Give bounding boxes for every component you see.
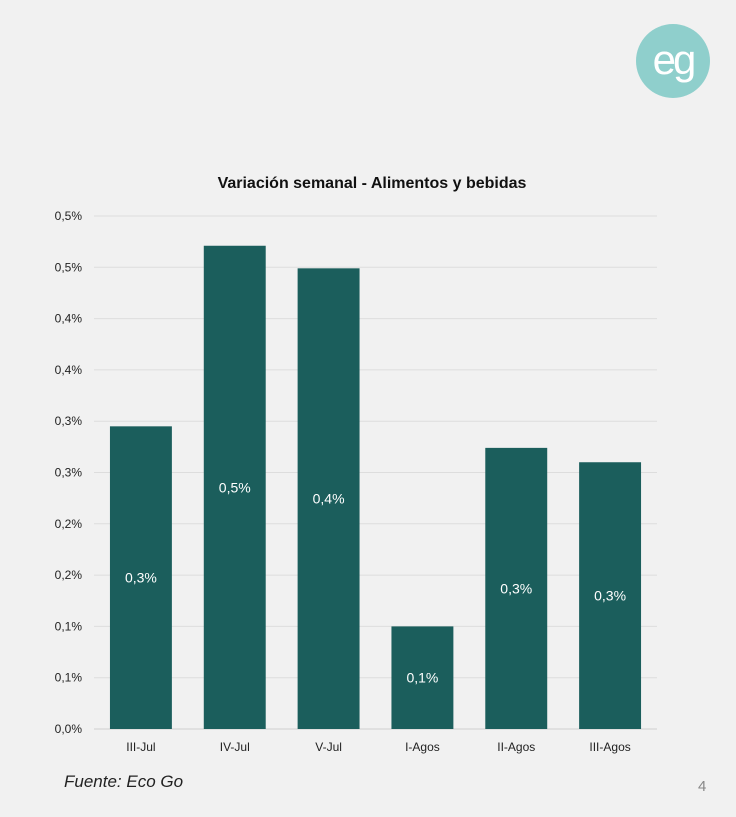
chart-title: Variación semanal - Alimentos y bebidas: [218, 175, 527, 192]
x-tick-label: IV-Jul: [220, 740, 250, 754]
bar: [109, 426, 172, 729]
logo-circle: [636, 24, 710, 98]
data-label: 0,5%: [219, 479, 251, 495]
data-label: 0,3%: [594, 588, 626, 604]
bar: [391, 626, 454, 729]
x-tick-label: III-Jul: [126, 740, 155, 754]
y-tick-label: 0,4%: [55, 363, 83, 377]
data-label: 0,3%: [125, 570, 157, 586]
bars: [109, 245, 642, 729]
y-tick-label: 0,5%: [55, 260, 83, 274]
eco-go-logo: eg: [636, 24, 710, 98]
bar: [297, 268, 360, 729]
x-tick-label: III-Agos: [589, 740, 630, 754]
data-label: 0,3%: [500, 580, 532, 596]
y-axis-ticks: 0,0% 0,1% 0,1% 0,2% 0,2% 0,3% 0,3% 0,4% 0,4% 0,5%…: [55, 209, 83, 736]
bar: [203, 245, 266, 729]
x-tick-label: V-Jul: [315, 740, 342, 754]
y-tick-label: 0,1%: [55, 619, 83, 633]
data-labels: 0,3% 0,5% 0,4% 0,1% 0,3% 0,3%: [125, 479, 626, 685]
page-number: 4: [698, 778, 707, 795]
bar: [579, 462, 642, 729]
source-note: Fuente: Eco Go: [64, 772, 184, 791]
data-label: 0,4%: [313, 491, 345, 507]
x-tick-label: II-Agos: [497, 740, 535, 754]
y-tick-label: 0,3%: [55, 414, 83, 428]
y-tick-label: 0,2%: [55, 568, 83, 582]
y-tick-label: 0,4%: [55, 312, 83, 326]
y-tick-label: 0,3%: [55, 466, 83, 480]
data-label: 0,1%: [406, 670, 438, 686]
x-axis-ticks: III-Jul IV-Jul V-Jul I-Agos II-Agos III-Agos: [126, 740, 631, 754]
bar: [485, 447, 548, 729]
logo-text: eg: [653, 36, 694, 83]
y-tick-label: 0,1%: [55, 671, 83, 685]
y-tick-label: 0,0%: [55, 722, 83, 736]
gridlines: [94, 215, 657, 730]
x-tick-label: I-Agos: [405, 740, 440, 754]
y-tick-label: 0,5%: [55, 209, 83, 223]
bar-chart: Variación semanal - Alimentos y bebidas …: [55, 175, 657, 754]
y-tick-label: 0,2%: [55, 517, 83, 531]
